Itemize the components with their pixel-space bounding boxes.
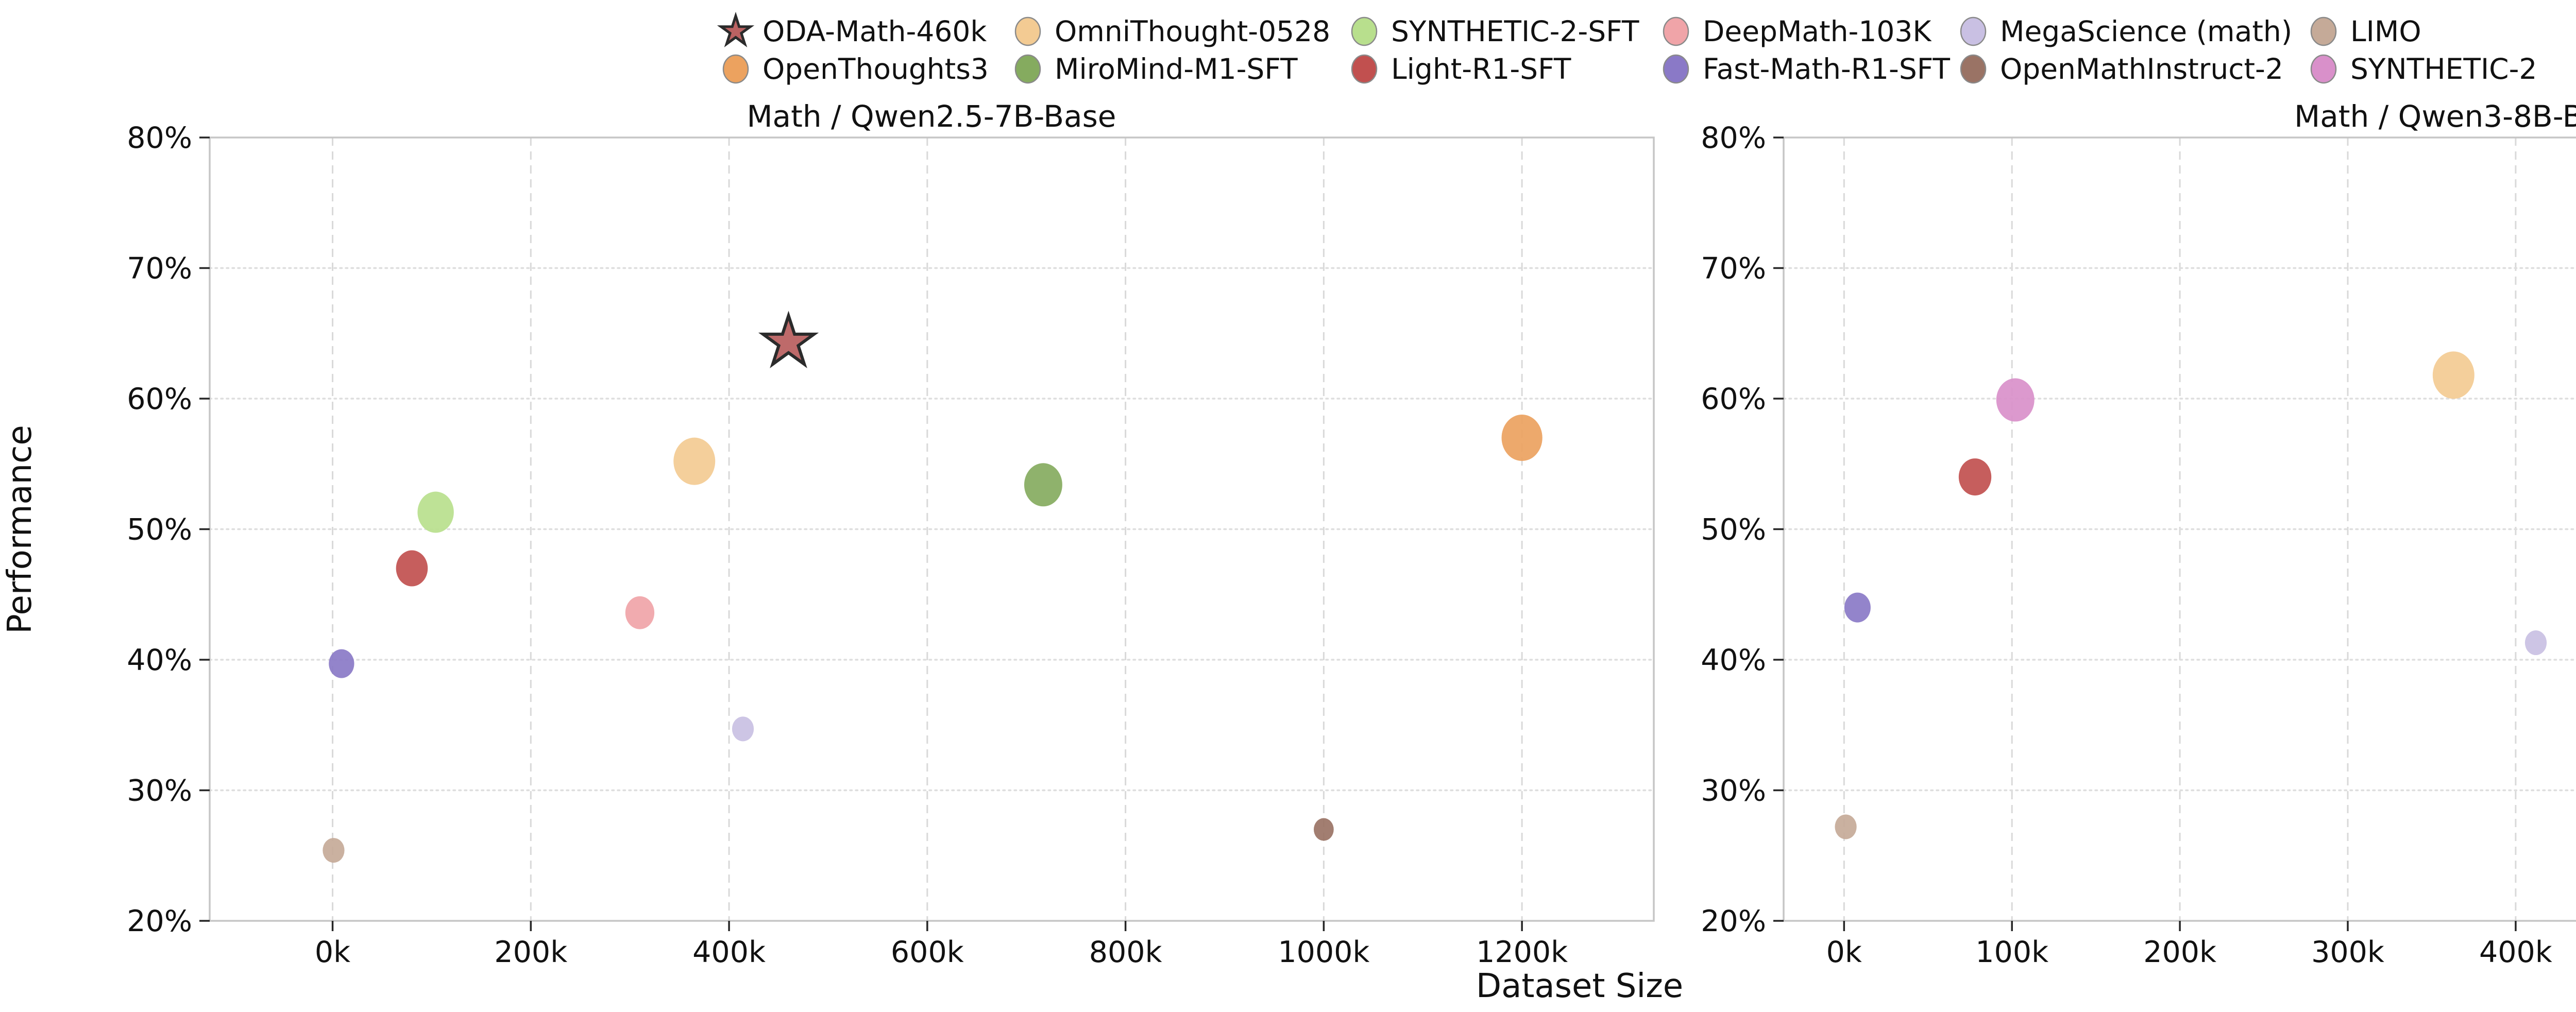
points (323, 311, 1543, 863)
plot-1: 0k100k200k300k400k500k600k700k20%30%40%5… (1701, 121, 2576, 969)
y-tick-label: 40% (1701, 643, 1766, 677)
point-Fast-Math-R1-SFT (1844, 592, 1871, 623)
legend-item: SYNTHETIC-2 (2310, 53, 2537, 85)
legend-item-label: MegaScience (math) (2000, 15, 2292, 48)
point-Light-R1-SFT (1958, 458, 1992, 496)
x-tick-label: 1000k (1278, 935, 1369, 969)
x-tick-label: 100k (1975, 935, 2048, 969)
point-MegaScience (math) (732, 716, 754, 742)
x-tick-label: 400k (2479, 935, 2552, 969)
legend-item: Fast-Math-R1-SFT (1663, 53, 1950, 85)
legend-star-marker (717, 11, 755, 47)
legend-item-label: MiroMind-M1-SFT (1055, 53, 1298, 85)
x-axis-label: Dataset Size (1476, 967, 1683, 1005)
plot-0: 0k 200k 400k 600k 800k 1000k 1200k 20% 30% 40% 50%… (127, 121, 1655, 969)
point-OpenThoughts3 (1501, 415, 1543, 461)
y-tick-label: 70% (1701, 252, 1766, 286)
plot-title-right: Math / Qwen3-8B-Base (2294, 99, 2576, 134)
legend-item: LIMO (2310, 15, 2421, 48)
legend-item: OpenThoughts3 (722, 53, 989, 85)
y-tick-label: 30% (1701, 774, 1766, 808)
point-LIMO (323, 838, 345, 863)
y-tick-label: 30% (127, 774, 192, 808)
point-OmniThought-0528 (673, 437, 716, 485)
legend-circle-marker (2310, 16, 2337, 46)
x-tick-label: 300k (2311, 935, 2384, 969)
plot-title-left: Math / Qwen2.5-7B-Base (747, 99, 1116, 134)
legend-item-label: DeepMath-103K (1703, 15, 1932, 48)
legend-circle-marker (1014, 54, 1041, 84)
point-OpenMathInstruct-2 (1314, 818, 1334, 841)
grid (209, 138, 1655, 921)
point-ODA-Math-460k (758, 311, 819, 368)
point-SYNTHETIC-2 (1996, 378, 2035, 422)
x-tick-label: 800k (1089, 935, 1162, 969)
y-axis-label: Performance (1, 425, 39, 634)
legend-item: SYNTHETIC-2-SFT (1351, 15, 1639, 48)
legend-circle-marker (1960, 16, 1987, 46)
legend: ODA-Math-460k OmniThought-0528 SYNTHETIC-2… (717, 11, 2537, 85)
x-tick-label: 1200k (1476, 935, 1568, 969)
y-tick-label: 80% (127, 121, 192, 155)
legend-item-label: Fast-Math-R1-SFT (1703, 53, 1950, 85)
y-tick-label: 20% (1701, 904, 1766, 938)
legend-item-label: OpenThoughts3 (762, 53, 989, 85)
y-tick-label: 60% (1701, 382, 1766, 416)
x-tick-label: 400k (692, 935, 766, 969)
y-tick-label: 20% (127, 904, 192, 938)
legend-item-label: SYNTHETIC-2-SFT (1391, 15, 1639, 48)
point-Light-R1-SFT (396, 550, 428, 587)
legend-item: Light-R1-SFT (1351, 53, 1571, 85)
point-Fast-Math-R1-SFT (329, 649, 354, 678)
legend-item-label: OpenMathInstruct-2 (2000, 53, 2283, 85)
legend-circle-marker (1663, 16, 1689, 46)
legend-item: OmniThought-0528 (1014, 15, 1330, 48)
legend-item-label: SYNTHETIC-2 (2350, 53, 2537, 85)
axis-ticks: 0k100k200k300k400k500k600k700k20%30%40%5… (1701, 121, 2552, 969)
y-tick-label: 70% (127, 252, 192, 286)
point-MegaScience (math) (2524, 630, 2547, 656)
x-tick-label: 200k (494, 935, 567, 969)
legend-circle-marker (1351, 16, 1378, 46)
point-LIMO (1835, 814, 1857, 839)
legend-circle-marker (2310, 54, 2337, 84)
legend-item-label: OmniThought-0528 (1055, 15, 1330, 48)
y-tick-label: 60% (127, 382, 192, 416)
axis-ticks: 0k 200k 400k 600k 800k 1000k 1200k 20% 30% 40% 50%… (127, 121, 1568, 969)
y-tick-label: 50% (1701, 513, 1766, 547)
legend-circle-marker (722, 54, 749, 84)
point-SYNTHETIC-2-SFT (417, 491, 454, 533)
points (1835, 351, 2547, 839)
y-tick-label: 40% (127, 643, 192, 677)
x-tick-label: 0k (315, 935, 350, 969)
x-tick-label: 200k (2143, 935, 2216, 969)
legend-circle-marker (1663, 54, 1689, 84)
legend-item: MegaScience (math) (1960, 15, 2292, 48)
legend-circle-marker (1960, 54, 1987, 84)
y-tick-label: 80% (1701, 121, 1766, 155)
x-tick-label: 0k (1826, 935, 1862, 969)
x-tick-label: 600k (891, 935, 964, 969)
legend-item: ODA-Math-460k (717, 11, 987, 48)
point-MiroMind-M1-SFT (1024, 463, 1062, 507)
point-DeepMath-103K (625, 596, 655, 629)
grid (1783, 138, 2576, 921)
legend-item: DeepMath-103K (1663, 15, 1932, 48)
legend-item-label: Light-R1-SFT (1391, 53, 1571, 85)
legend-item: MiroMind-M1-SFT (1014, 53, 1298, 85)
point-OmniThought-0528 (2432, 351, 2475, 399)
legend-item-label: ODA-Math-460k (762, 15, 987, 48)
y-tick-label: 50% (127, 513, 192, 547)
legend-circle-marker (1351, 54, 1378, 84)
legend-item: OpenMathInstruct-2 (1960, 53, 2283, 85)
legend-circle-marker (1014, 16, 1041, 46)
legend-item-label: LIMO (2350, 15, 2421, 48)
